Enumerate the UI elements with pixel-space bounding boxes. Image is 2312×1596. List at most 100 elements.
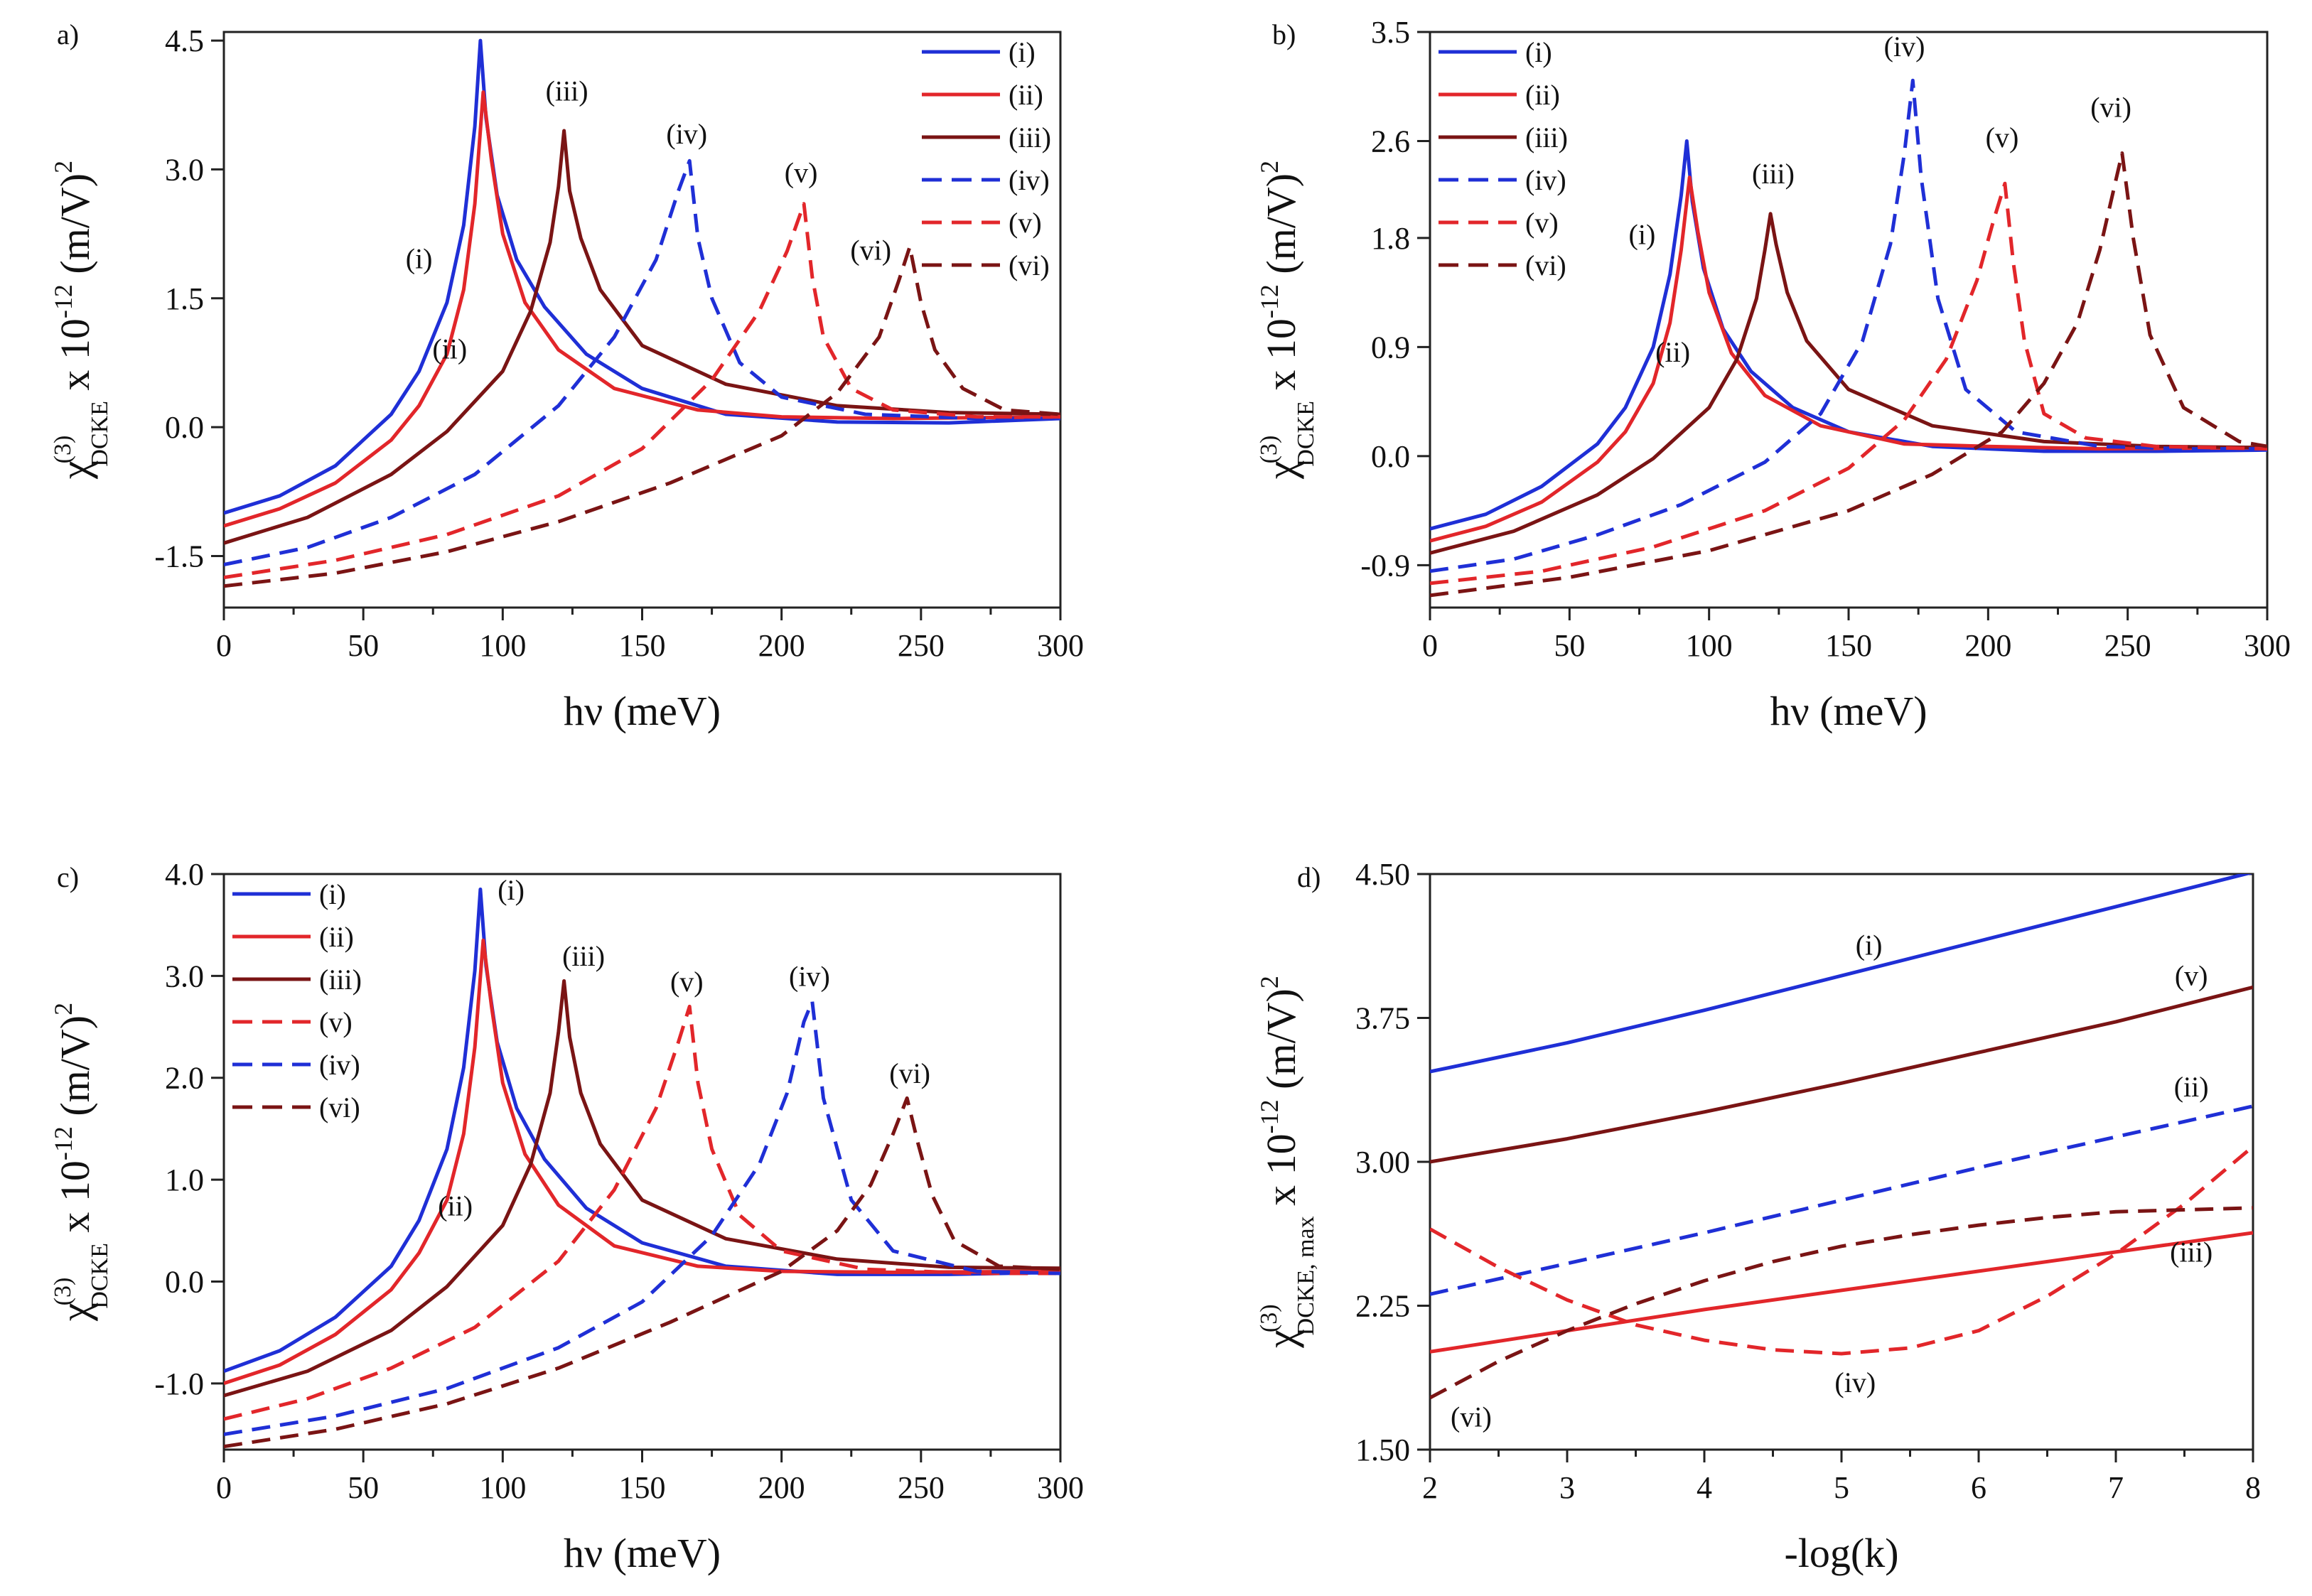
legend-label: (iv) [1525,164,1566,196]
x-tick-label: 300 [1037,628,1084,663]
x-axis-title: hν (meV) [564,688,721,734]
x-tick-label: 3 [1559,1470,1575,1505]
series-line-0 [1430,874,2253,1074]
curve-annotation: (ii) [438,1190,473,1222]
curve-annotation: (iv) [1884,31,1925,63]
x-axis-title: -log(k) [1784,1530,1898,1576]
y-title-sup: (3) [1256,1304,1282,1332]
legend-label: (iv) [319,1049,360,1081]
y-tick-label: 0.0 [165,1264,204,1299]
y-axis-title: χ(3) DCKE x 10-12 (m/V)2 [49,1003,113,1322]
x-axis-title: hν (meV) [1770,688,1927,734]
curve-annotation: (ii) [1655,336,1690,368]
y-title-exp: -12 [1255,284,1284,318]
legend-label: (iii) [1009,122,1051,153]
x-tick-label: 300 [1037,1470,1084,1505]
y-axis-title: χ(3) DCKE, max x 10-12 (m/V)2 [1255,976,1319,1349]
y-title-exp: -12 [49,1126,77,1160]
x-tick-label: 50 [1554,628,1585,663]
x-tick-label: 100 [1686,628,1733,663]
panel-label: d) [1297,861,1321,893]
x-tick-label: 2 [1422,1470,1438,1505]
series-line-3 [1430,1231,2253,1354]
panel-2: b) 0 50 100 150 200 250 300 -0.9 0.0 0.9 1.8 2.6 3.5 h… [1255,15,2291,734]
curve-annotation: (iv) [789,961,830,993]
x-axis-title: hν (meV) [564,1530,721,1576]
y-tick-label: 4.5 [165,23,204,58]
x-tick-label: 0 [216,628,232,663]
y-tick-label: 1.8 [1371,221,1410,256]
curve-annotation: (iii) [1752,158,1795,190]
x-tick-label: 250 [898,1470,945,1505]
series-line-1 [1430,176,2267,543]
panel-label: b) [1272,18,1296,50]
legend-label: (ii) [319,921,354,953]
y-title-main: x 10 [52,318,98,401]
y-title-unit: (m/V) [52,173,98,284]
y-tick-label: 0.9 [1371,330,1410,365]
series-line-5 [1430,1206,2253,1400]
y-tick-label: 0.0 [1371,439,1410,474]
legend-label: (v) [1525,207,1559,239]
x-tick-label: 0 [216,1470,232,1505]
x-tick-label: 150 [1825,628,1872,663]
y-tick-label: 3.0 [165,959,204,993]
x-tick-label: 200 [1964,628,2011,663]
y-title-exp: -12 [1255,1099,1284,1133]
y-title-sup: (3) [1256,436,1282,464]
legend-label: (i) [1009,36,1036,68]
curve-annotation: (vi) [1451,1401,1492,1433]
curve-annotation: (iii) [562,940,605,972]
panel-4: d) 2 3 4 5 6 7 8 1.50 2.25 3.00 3.75 4.50 -log(k) χ(3)… [1255,857,2261,1576]
series-line-1 [224,938,1060,1386]
x-tick-label: 8 [2245,1470,2261,1505]
curve-annotation: (iv) [666,118,707,150]
series-line-1 [1430,985,2253,1164]
y-title-main: x 10 [1258,1133,1304,1216]
legend-label: (v) [1009,207,1042,239]
x-tick-label: 100 [479,628,526,663]
series-line-0 [224,888,1060,1373]
y-title-unit: (m/V) [52,1015,98,1126]
curve-annotation: (vi) [850,234,891,266]
series-line-1 [224,90,1060,528]
y-title-unit-exp: 2 [49,161,77,173]
curve-annotation: (i) [1629,218,1656,250]
x-tick-label: 6 [1971,1470,1986,1505]
y-tick-label: 2.25 [1355,1289,1410,1324]
x-tick-label: 7 [2108,1470,2124,1505]
x-tick-label: 150 [619,628,666,663]
series-line-2 [224,979,1060,1398]
x-tick-label: 300 [2244,628,2291,663]
legend-label: (ii) [1009,79,1043,111]
curve-annotation: (i) [406,242,433,274]
y-title-main: x 10 [52,1160,98,1243]
curve-annotation: (v) [785,157,818,189]
y-tick-label: -0.9 [1360,548,1410,583]
y-title-sub: DCKE [1293,401,1319,467]
y-title-unit: (m/V) [1258,988,1304,1099]
y-tick-label: 3.5 [1371,15,1410,50]
legend-label: (ii) [1525,79,1560,111]
y-tick-label: 1.5 [165,281,204,316]
x-tick-label: 200 [758,628,805,663]
y-title-unit: (m/V) [1258,173,1304,284]
y-tick-label: 2.6 [1371,124,1410,158]
series-line-2 [1430,212,2267,555]
series-line-2 [224,129,1060,545]
x-tick-label: 250 [2104,628,2151,663]
legend-label: (v) [319,1006,353,1038]
y-title-main: x 10 [1258,318,1304,401]
series-line-5 [1430,151,2267,598]
plot-frame [1429,873,2254,1451]
curve-annotation: (v) [1986,122,2019,153]
y-title-sub: DCKE [87,1243,113,1309]
series-line-3 [224,1004,1060,1421]
series-line-5 [224,244,1060,588]
legend-label: (vi) [319,1091,360,1123]
y-tick-label: 1.50 [1355,1433,1410,1467]
y-tick-label: 3.0 [165,152,204,187]
y-tick-label: 3.00 [1355,1145,1410,1180]
y-title-unit-exp: 2 [49,1003,77,1015]
